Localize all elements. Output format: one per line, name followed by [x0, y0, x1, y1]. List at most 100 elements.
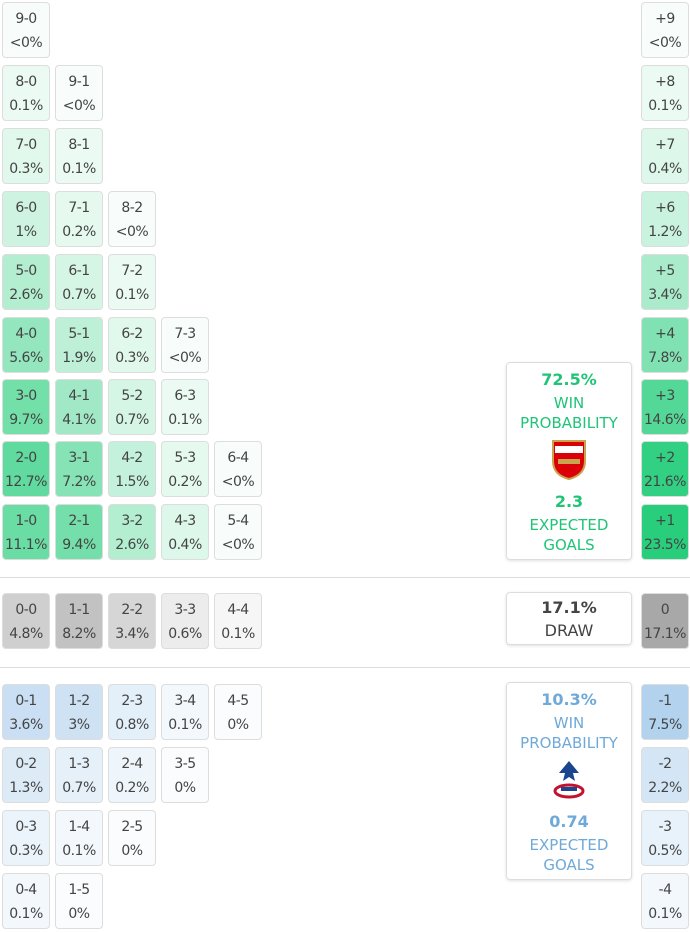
score-cell: 6-0 1% [2, 191, 50, 247]
score-cell: 3-0 9.7% [2, 379, 50, 435]
probability: 0% [227, 717, 249, 733]
probability: 0.3% [9, 161, 43, 177]
score: +2 [655, 450, 675, 466]
score: 9-0 [15, 11, 37, 27]
draw-label: DRAW [544, 621, 594, 640]
score-cell: 7-1 0.2% [55, 191, 103, 247]
expected-goals: 0.74 [549, 812, 589, 831]
score-cell: +2 21.6% [641, 441, 689, 497]
score-cell: 3-3 0.6% [161, 593, 209, 649]
probability: <0% [221, 537, 255, 553]
score: 1-4 [68, 819, 90, 835]
score: +8 [655, 74, 675, 90]
score-cell: 0 17.1% [641, 593, 689, 649]
score-cell: 2-5 0% [108, 810, 156, 866]
win-prob: 10.3% [541, 690, 597, 709]
score: 9-1 [68, 74, 90, 90]
probability: 0.2% [115, 780, 149, 796]
probability: 7.5% [648, 717, 682, 733]
score-cell: 4-2 1.5% [108, 441, 156, 497]
score: 4-3 [174, 513, 196, 529]
probability: 0% [68, 906, 90, 922]
win-label: WIN PROBABILITY [520, 394, 618, 432]
score-cell: -3 0.5% [641, 810, 689, 866]
score: +6 [655, 200, 675, 216]
probability: 4.1% [62, 412, 96, 428]
score: +3 [655, 388, 675, 404]
score-cell: 1-3 0.7% [55, 747, 103, 803]
draw-summary: 17.1% DRAW [506, 592, 632, 645]
score: 2-5 [121, 819, 143, 835]
score: 2-2 [121, 602, 143, 618]
probability: 0.1% [168, 717, 202, 733]
score-cell: +1 23.5% [641, 504, 689, 560]
score-cell: -2 2.2% [641, 747, 689, 803]
probability: 9.7% [9, 412, 43, 428]
probability: <0% [221, 474, 255, 490]
draw-prob: 17.1% [541, 598, 597, 617]
score-cell: 6-2 0.3% [108, 317, 156, 373]
score-cell: 4-0 5.6% [2, 317, 50, 373]
probability: 0.2% [62, 224, 96, 240]
home-summary: 72.5% WIN PROBABILITY 2.3 EXPECTED GOALS [506, 362, 632, 560]
probability: 17.1% [644, 626, 686, 642]
away-crest [553, 761, 585, 799]
separator [0, 577, 690, 578]
score-cell: -1 7.5% [641, 684, 689, 740]
probability: 0.5% [648, 843, 682, 859]
score-cell: 7-3 <0% [161, 317, 209, 373]
score: 4-0 [15, 326, 37, 342]
away-summary: 10.3% WIN PROBABILITY 0.74 EXPECTED GOAL… [506, 682, 632, 880]
score: 0-4 [15, 882, 37, 898]
probability: <0% [648, 35, 682, 51]
probability: 0.1% [221, 626, 255, 642]
score: 5-3 [174, 450, 196, 466]
score: 4-4 [227, 602, 249, 618]
expected-goals: 2.3 [554, 492, 584, 511]
score-cell: 8-0 0.1% [2, 65, 50, 121]
score: 8-2 [121, 200, 143, 216]
score-cell: 0-2 1.3% [2, 747, 50, 803]
score-cell: 0-3 0.3% [2, 810, 50, 866]
win-prob: 72.5% [541, 370, 597, 389]
score: 6-4 [227, 450, 249, 466]
score: 3-5 [174, 756, 196, 772]
score-cell: 4-3 0.4% [161, 504, 209, 560]
score-cell: 9-1 <0% [55, 65, 103, 121]
score-cell: 4-1 4.1% [55, 379, 103, 435]
score-cell: +7 0.4% [641, 128, 689, 184]
score-cell: 1-0 11.1% [2, 504, 50, 560]
probability: 0.3% [9, 843, 43, 859]
score-cell: 2-4 0.2% [108, 747, 156, 803]
score-cell: 0-0 4.8% [2, 593, 50, 649]
probability: 0.1% [115, 287, 149, 303]
score: 3-3 [174, 602, 196, 618]
probability: 0.1% [62, 161, 96, 177]
probability: 0.6% [168, 626, 202, 642]
score-cell: 6-3 0.1% [161, 379, 209, 435]
win-label: WIN PROBABILITY [520, 714, 618, 752]
score: 0-0 [15, 602, 37, 618]
probability: 0.7% [115, 412, 149, 428]
score: 8-0 [15, 74, 37, 90]
score-cell: 0-1 3.6% [2, 684, 50, 740]
score: 3-0 [15, 388, 37, 404]
probability: 3% [68, 717, 90, 733]
probability: 7.2% [62, 474, 96, 490]
probability: 2.6% [9, 287, 43, 303]
score-cell: 5-4 <0% [214, 504, 262, 560]
score: 6-3 [174, 388, 196, 404]
score-cell: 4-5 0% [214, 684, 262, 740]
score: -4 [658, 882, 672, 898]
probability: 7.8% [648, 350, 682, 366]
score-cell: +4 7.8% [641, 317, 689, 373]
score: 3-1 [68, 450, 90, 466]
score-cell: +9 <0% [641, 2, 689, 58]
score-cell: +5 3.4% [641, 254, 689, 310]
probability: 11.1% [5, 537, 47, 553]
score-cell: 6-1 0.7% [55, 254, 103, 310]
probability: 0.1% [9, 98, 43, 114]
score-cell: 0-4 0.1% [2, 873, 50, 929]
score: 2-4 [121, 756, 143, 772]
probability: <0% [9, 35, 43, 51]
